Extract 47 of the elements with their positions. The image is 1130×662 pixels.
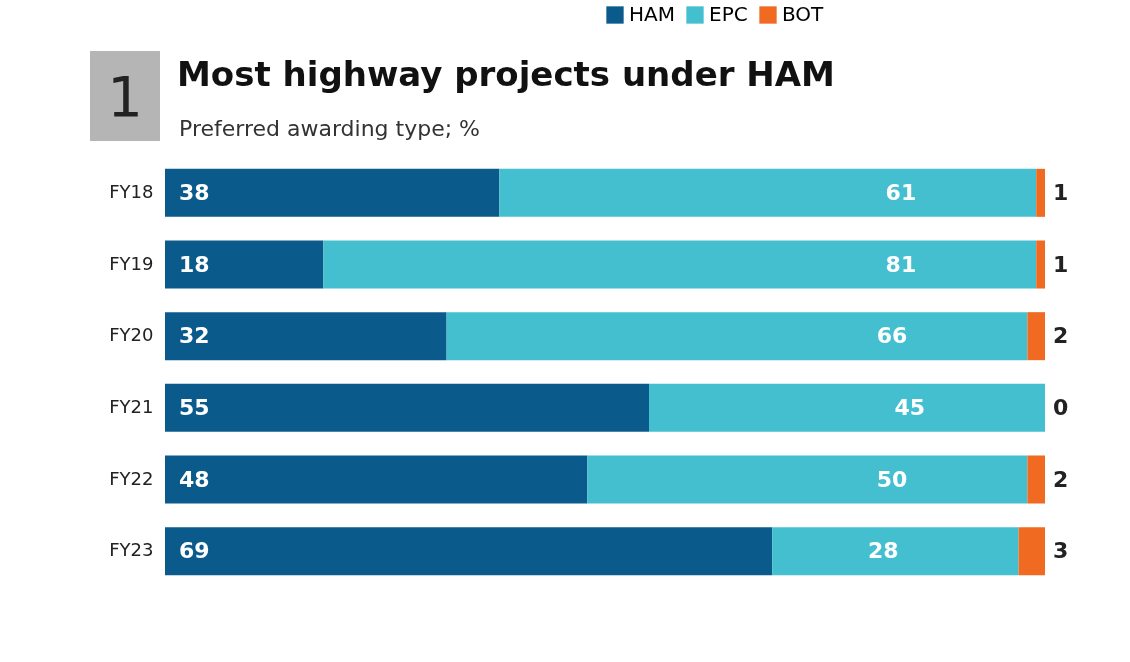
bar <box>1018 527 1045 576</box>
data-label: 69 <box>179 538 210 564</box>
data-label: 28 <box>867 538 899 564</box>
data-label: 45 <box>894 394 925 420</box>
data-label: 66 <box>876 323 908 349</box>
bar <box>649 383 1045 432</box>
data-label: 50 <box>876 466 908 492</box>
data-label: 32 <box>179 323 210 349</box>
bar <box>772 527 1019 576</box>
data-label: 18 <box>179 251 210 277</box>
y-tick-label: FY23 <box>109 539 154 561</box>
data-label: 55 <box>179 394 210 420</box>
bar <box>1027 312 1045 361</box>
y-tick-label: FY19 <box>109 252 154 274</box>
bar <box>165 383 649 432</box>
data-label: 0 <box>1053 394 1069 420</box>
data-label: 3 <box>1053 538 1069 564</box>
chart-subtitle: Preferred awarding type; % <box>179 116 481 141</box>
data-label: 1 <box>1053 179 1069 205</box>
data-label: 1 <box>1053 251 1069 277</box>
y-tick-label: FY21 <box>109 395 154 417</box>
bar <box>587 455 1028 504</box>
bar <box>499 168 1037 217</box>
bar <box>446 312 1028 361</box>
data-label: 2 <box>1053 466 1069 492</box>
bar <box>165 527 773 576</box>
text: 1 <box>107 64 143 129</box>
bar <box>165 168 500 217</box>
legend-label: BOT <box>782 2 825 26</box>
bar <box>165 240 324 289</box>
bar <box>165 455 588 504</box>
y-tick-label: FY18 <box>109 180 154 202</box>
legend-label: EPC <box>709 2 748 26</box>
bar <box>1036 168 1045 217</box>
bar <box>1027 455 1045 504</box>
bar <box>323 240 1037 289</box>
y-tick-label: FY20 <box>109 324 154 346</box>
bar <box>1036 240 1045 289</box>
data-label: 81 <box>885 251 917 277</box>
y-tick-label: FY22 <box>109 467 154 489</box>
data-label: 48 <box>179 466 210 492</box>
bar <box>165 312 447 361</box>
data-label: 2 <box>1053 323 1069 349</box>
legend-label: HAM <box>629 2 675 26</box>
data-label: 38 <box>179 179 210 205</box>
data-label: 61 <box>885 179 917 205</box>
chart-title: Most highway projects under HAM <box>177 54 835 94</box>
